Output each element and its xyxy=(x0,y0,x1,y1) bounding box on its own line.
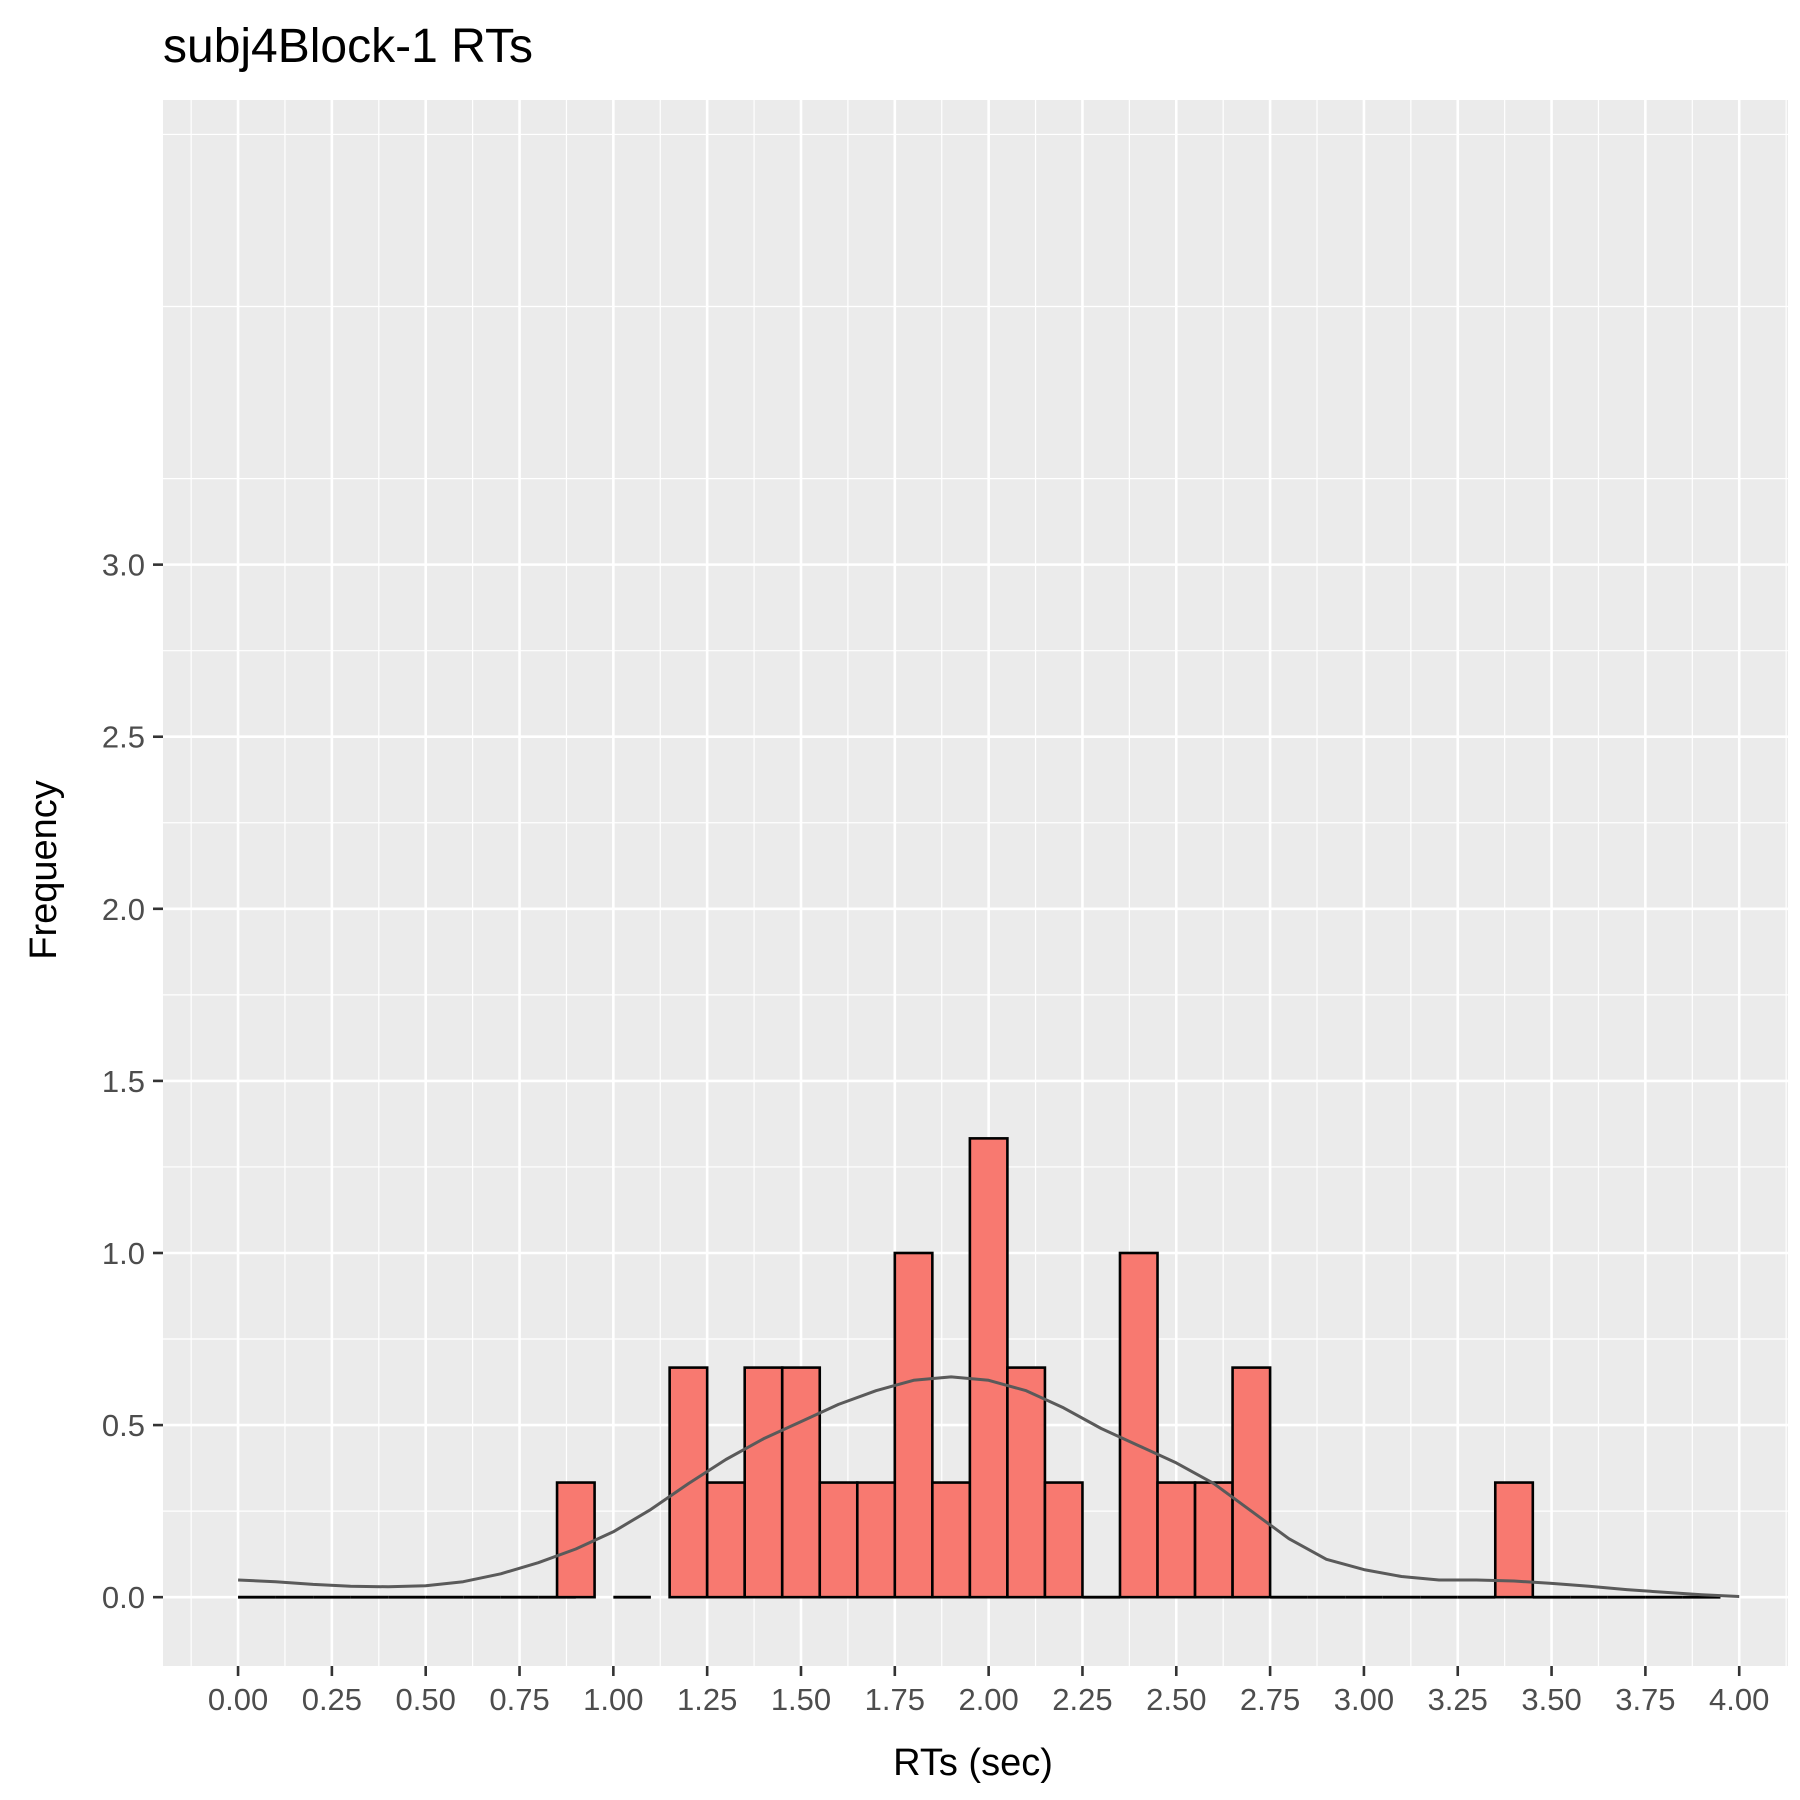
histogram-bar xyxy=(855,1481,897,1599)
y-axis-title: Frequency xyxy=(23,780,65,960)
x-tick-label: 3.75 xyxy=(1615,1682,1675,1717)
y-tick-label: 2.5 xyxy=(102,720,145,755)
x-tick-label: 0.25 xyxy=(302,1682,362,1717)
histogram-bar xyxy=(555,1481,596,1599)
x-axis: 0.00 0.25 0.50 0.75 1.00 1.25 1.50 1.75 2.00 2.25… xyxy=(208,1666,1769,1717)
density-curve xyxy=(238,1375,1740,1598)
x-tick-label: 2.50 xyxy=(1146,1682,1206,1717)
x-tick-label: 2.00 xyxy=(958,1682,1018,1717)
x-tick-label: 1.00 xyxy=(583,1682,643,1717)
histogram-bar xyxy=(1493,1481,1535,1599)
histogram-bar xyxy=(893,1251,934,1599)
y-tick-label: 3.0 xyxy=(102,548,145,583)
histogram-bar xyxy=(818,1481,859,1599)
histogram-bar xyxy=(1118,1251,1159,1599)
x-tick-label: 4.00 xyxy=(1709,1682,1769,1717)
histogram-bar xyxy=(1006,1366,1047,1599)
y-tick-label: 0.5 xyxy=(102,1408,145,1443)
histogram-bars xyxy=(238,1137,1721,1599)
y-tick-label: 0.0 xyxy=(102,1580,145,1615)
y-tick-label: 1.5 xyxy=(102,1064,145,1099)
x-tick-label: 2.75 xyxy=(1240,1682,1300,1717)
x-tick-label: 2.25 xyxy=(1052,1682,1112,1717)
x-tick-label: 1.75 xyxy=(865,1682,925,1717)
y-tick-label: 1.0 xyxy=(102,1236,145,1271)
histogram-bar xyxy=(1193,1481,1234,1599)
histogram-bar xyxy=(968,1137,1009,1599)
x-tick-label: 0.50 xyxy=(396,1682,456,1717)
histogram-bar xyxy=(1043,1481,1084,1599)
x-tick-label: 1.50 xyxy=(771,1682,831,1717)
x-tick-label: 3.00 xyxy=(1334,1682,1394,1717)
y-axis: 0.0 0.5 1.0 1.5 2.0 2.5 3.0 xyxy=(102,548,163,1615)
x-tick-label: 1.25 xyxy=(677,1682,737,1717)
histogram-bar xyxy=(931,1481,972,1599)
histogram-bar xyxy=(1156,1481,1197,1599)
histogram-bar xyxy=(705,1481,746,1599)
x-tick-label: 0.00 xyxy=(208,1682,268,1717)
histogram-bar xyxy=(780,1366,822,1599)
chart-title: subj4Block-1 RTs xyxy=(163,20,533,73)
x-tick-label: 3.25 xyxy=(1428,1682,1488,1717)
histogram-bar xyxy=(743,1366,784,1599)
x-axis-title: RTs (sec) xyxy=(893,1742,1053,1784)
x-tick-label: 3.50 xyxy=(1521,1682,1581,1717)
histogram-bar xyxy=(1231,1366,1272,1599)
x-tick-label: 0.75 xyxy=(489,1682,549,1717)
y-tick-label: 2.0 xyxy=(102,892,145,927)
